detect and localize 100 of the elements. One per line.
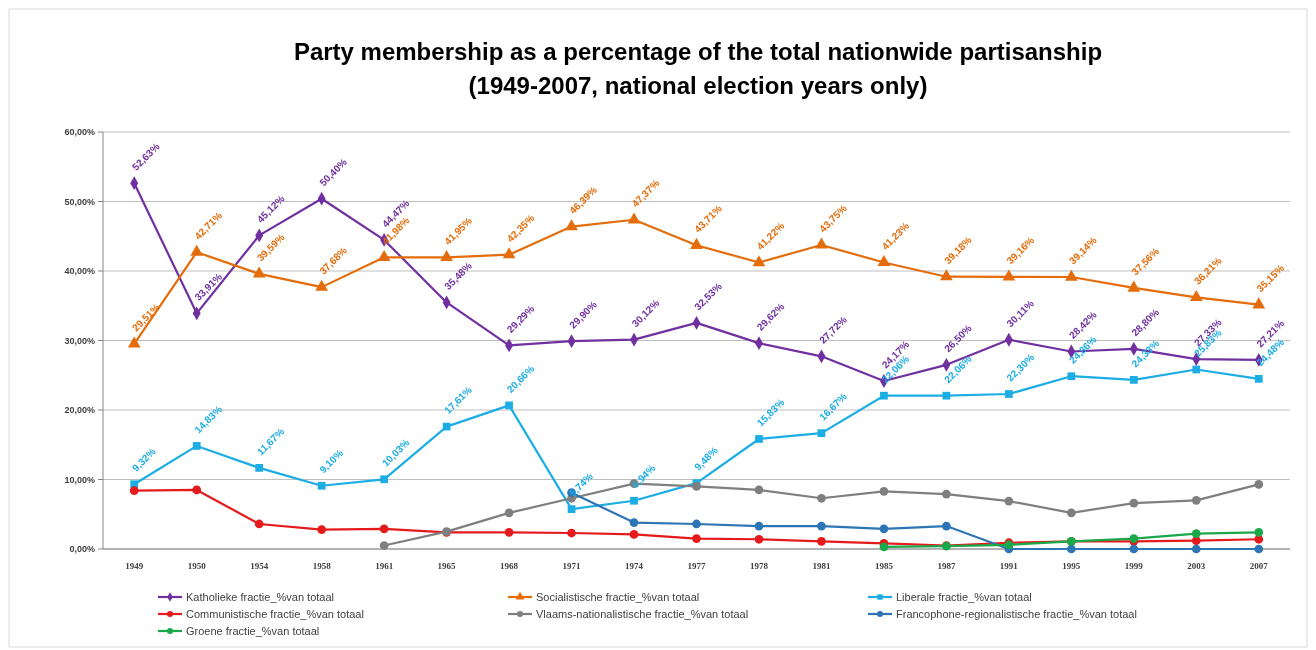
x-tick-label: 1965	[437, 561, 457, 571]
point	[380, 475, 388, 484]
point	[1191, 495, 1201, 505]
point	[879, 542, 889, 552]
point	[692, 519, 701, 529]
point	[1191, 544, 1201, 554]
point	[1192, 365, 1201, 374]
point	[1066, 508, 1076, 518]
point	[567, 528, 576, 538]
point	[629, 518, 639, 527]
chart-subtitle: (1949-2007, national election years only)	[468, 72, 928, 99]
point	[127, 336, 141, 348]
point	[630, 496, 638, 505]
point	[1254, 374, 1263, 383]
legend-label: Socialistische fractie_%van totaal	[536, 590, 700, 603]
chart-title: Party membership as a percentage of the total nationwide partisanship	[293, 38, 1103, 65]
point	[440, 250, 453, 262]
x-tick-label: 1949	[125, 561, 144, 571]
point	[192, 442, 201, 450]
point	[1254, 527, 1264, 537]
legend-label: Francophone-regionalistische fractie_%van totaal	[896, 607, 1137, 620]
x-tick-label: 1977	[687, 561, 706, 571]
x-tick-label: 1981	[812, 561, 831, 571]
point	[755, 435, 763, 443]
point	[1127, 280, 1141, 292]
x-tick-label: 1978	[749, 561, 769, 571]
x-tick-label: 1958	[312, 561, 332, 571]
point	[254, 519, 264, 529]
point	[129, 486, 139, 495]
point	[880, 391, 888, 400]
point	[752, 255, 766, 267]
point	[877, 255, 891, 267]
point	[1254, 480, 1264, 489]
point	[627, 212, 641, 224]
point	[504, 527, 514, 537]
x-tick-label: 1999	[1124, 561, 1144, 571]
x-tick-label: 1995	[1062, 561, 1081, 571]
point	[1252, 297, 1266, 309]
point	[190, 244, 204, 256]
point	[754, 485, 764, 495]
point	[942, 391, 951, 400]
point	[817, 493, 826, 503]
point	[1064, 269, 1078, 281]
x-tick-label: 1961	[375, 561, 394, 571]
legend-label: Communistische fractie_%van totaal	[186, 607, 364, 620]
point	[567, 505, 576, 513]
point	[379, 541, 389, 550]
point	[817, 429, 826, 438]
point	[1004, 496, 1014, 506]
x-tick-label: 1954	[250, 561, 269, 571]
point	[1129, 376, 1138, 384]
legend-label: Groene fractie_%van totaal	[186, 624, 320, 637]
point	[505, 401, 513, 410]
point	[1189, 290, 1203, 302]
x-tick-label: 1974	[625, 561, 644, 571]
point	[502, 247, 516, 259]
point	[1066, 544, 1076, 554]
y-tick-label: 40,00%	[64, 266, 95, 277]
y-tick-label: 10,00%	[64, 474, 95, 485]
y-tick-label: 0,00%	[69, 544, 95, 555]
point	[377, 249, 391, 261]
point	[817, 536, 826, 546]
point	[692, 534, 701, 543]
point	[1191, 529, 1201, 539]
point	[879, 524, 889, 534]
legend-label: Vlaams-nationalistische fractie_%van totaal	[536, 607, 749, 620]
point	[1002, 269, 1016, 281]
point	[317, 525, 327, 534]
x-tick-label: 2003	[1187, 561, 1206, 571]
point	[879, 486, 889, 496]
point	[504, 508, 514, 518]
y-tick-label: 20,00%	[64, 405, 95, 416]
point	[1129, 544, 1139, 554]
x-tick-label: 1987	[937, 561, 956, 571]
x-tick-label: 1985	[874, 561, 894, 571]
point	[629, 530, 639, 539]
point	[1254, 544, 1264, 554]
point	[192, 485, 202, 495]
point	[815, 237, 828, 249]
point	[379, 524, 389, 534]
y-tick-label: 50,00%	[64, 196, 95, 207]
point	[692, 482, 701, 491]
x-tick-label: 1950	[187, 561, 207, 571]
point	[690, 237, 703, 249]
point	[315, 279, 329, 291]
point	[754, 521, 764, 531]
x-tick-label: 2007	[1249, 561, 1269, 571]
point	[817, 521, 826, 531]
point	[565, 219, 578, 231]
point	[317, 481, 326, 490]
point	[942, 521, 951, 531]
point	[1005, 390, 1013, 398]
point	[754, 534, 764, 544]
x-tick-label: 1968	[500, 561, 519, 571]
legend-label: Liberale fractie_%van totaal	[896, 590, 1032, 603]
y-tick-label: 30,00%	[64, 335, 95, 346]
legend-label: Katholieke fractie_%van totaal	[186, 590, 334, 603]
point	[255, 464, 264, 472]
point	[940, 269, 953, 281]
point	[1129, 498, 1139, 508]
